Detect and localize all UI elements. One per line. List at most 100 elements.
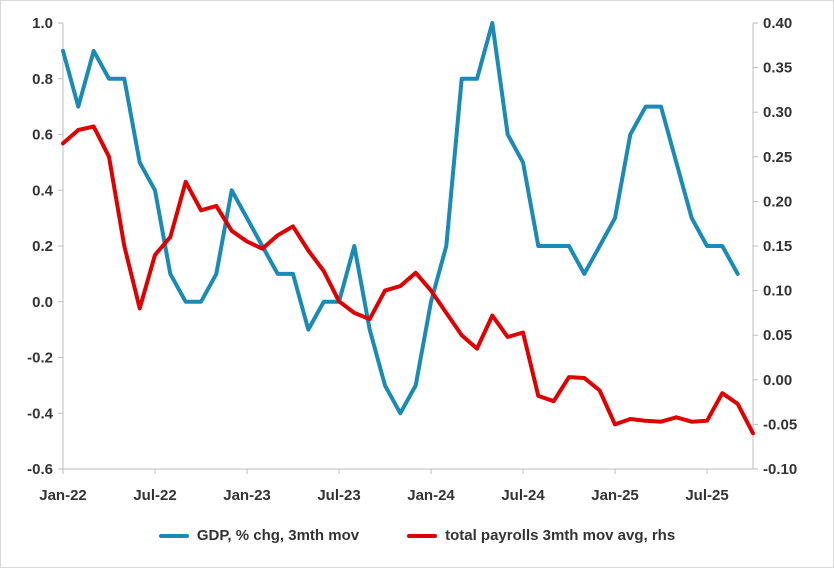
data-point [567, 244, 571, 248]
data-point [168, 235, 172, 239]
y-left-tick-label: -0.4 [27, 405, 54, 422]
data-point [76, 128, 80, 132]
data-point [337, 299, 341, 303]
data-point [613, 216, 617, 220]
y-right-tick-label: 0.35 [763, 60, 792, 77]
y-left-tick-label: 0.4 [32, 182, 54, 199]
data-point [644, 419, 648, 423]
data-point [598, 244, 602, 248]
axes-layer: -0.6 -0.4 -0.2 0.0 0.2 0.4 0.6 0.8 1.0 -0.10 -0.05… [27, 15, 797, 504]
y-right-tick-label: 0.30 [763, 104, 792, 121]
data-point [306, 328, 310, 332]
y-left-tick-label: 0.2 [32, 238, 53, 255]
data-point [674, 160, 678, 164]
data-point [475, 77, 479, 81]
series-line-gdp [61, 21, 740, 416]
x-tick-label: Jan-22 [39, 487, 87, 504]
data-point [398, 411, 402, 415]
data-point [368, 328, 372, 332]
data-point [107, 77, 111, 81]
y-right-tick-label: -0.10 [763, 461, 797, 478]
data-point [659, 420, 663, 424]
data-point [352, 244, 356, 248]
data-point [383, 383, 387, 387]
y-left-tick-label: 0.6 [32, 127, 53, 144]
data-point [536, 394, 540, 398]
x-tick-label: Jul-23 [317, 487, 360, 504]
data-point [736, 272, 740, 276]
x-tick-label: Jan-25 [591, 487, 639, 504]
data-point [306, 249, 310, 252]
data-point [490, 21, 494, 25]
chart-legend: GDP, % chg, 3mth mov total payrolls 3mth… [1, 527, 833, 544]
data-point [567, 375, 571, 379]
data-point [582, 376, 586, 380]
data-point [276, 233, 280, 237]
data-point [199, 208, 203, 212]
y-left-tick-label: -0.6 [27, 461, 53, 478]
data-point [245, 240, 249, 243]
data-point [291, 272, 295, 276]
data-point [429, 289, 433, 293]
data-point [506, 335, 510, 339]
series-line-payrolls [61, 124, 755, 436]
data-point [76, 105, 80, 109]
data-point [153, 188, 157, 192]
data-point [674, 415, 678, 419]
data-point [598, 389, 602, 392]
data-point [92, 49, 96, 53]
data-point [705, 419, 709, 423]
series-points-gdp [61, 21, 740, 415]
data-point [720, 244, 724, 248]
data-point [536, 244, 540, 248]
data-point [352, 311, 356, 315]
data-point [736, 402, 740, 406]
data-point [153, 253, 157, 257]
data-point [214, 272, 218, 276]
data-point [644, 105, 648, 109]
data-point [276, 272, 280, 276]
data-point [398, 284, 402, 288]
data-point [506, 133, 510, 136]
y-right-tick-label: 0.15 [763, 238, 792, 255]
data-point [368, 317, 372, 321]
data-point [582, 272, 586, 276]
y-right-tick-label: 0.10 [763, 283, 792, 300]
y-right-tick-label: -0.05 [763, 416, 797, 433]
data-point [230, 229, 234, 233]
data-point [552, 244, 556, 248]
data-point [628, 133, 632, 136]
series-points-payrolls [61, 125, 755, 435]
data-point [383, 289, 387, 293]
legend-label-gdp: GDP, % chg, 3mth mov [196, 527, 360, 544]
data-point [199, 300, 203, 304]
data-point [690, 420, 694, 424]
data-point [475, 347, 479, 351]
data-point [628, 417, 632, 421]
data-point [230, 188, 234, 192]
data-point [444, 311, 448, 315]
legend-swatch-gdp [158, 533, 189, 538]
data-point [214, 204, 218, 208]
y-right-tick-label: 0.25 [763, 149, 792, 166]
legend-swatch-payrolls [407, 533, 438, 538]
data-point [322, 269, 326, 273]
data-point [107, 155, 111, 159]
data-point [552, 399, 556, 403]
data-point [521, 331, 525, 334]
x-tick-label: Jul-24 [501, 487, 545, 504]
y-right-tick-label: 0.20 [763, 193, 792, 210]
data-point [444, 244, 448, 248]
data-point [414, 383, 418, 387]
data-point [260, 247, 264, 251]
data-point [168, 272, 172, 276]
data-point [414, 271, 418, 275]
data-point [705, 244, 709, 248]
data-point [521, 160, 525, 164]
data-point [184, 300, 188, 304]
data-point [92, 125, 96, 128]
y-left-tick-label: -0.2 [27, 350, 53, 367]
data-point [751, 431, 755, 435]
